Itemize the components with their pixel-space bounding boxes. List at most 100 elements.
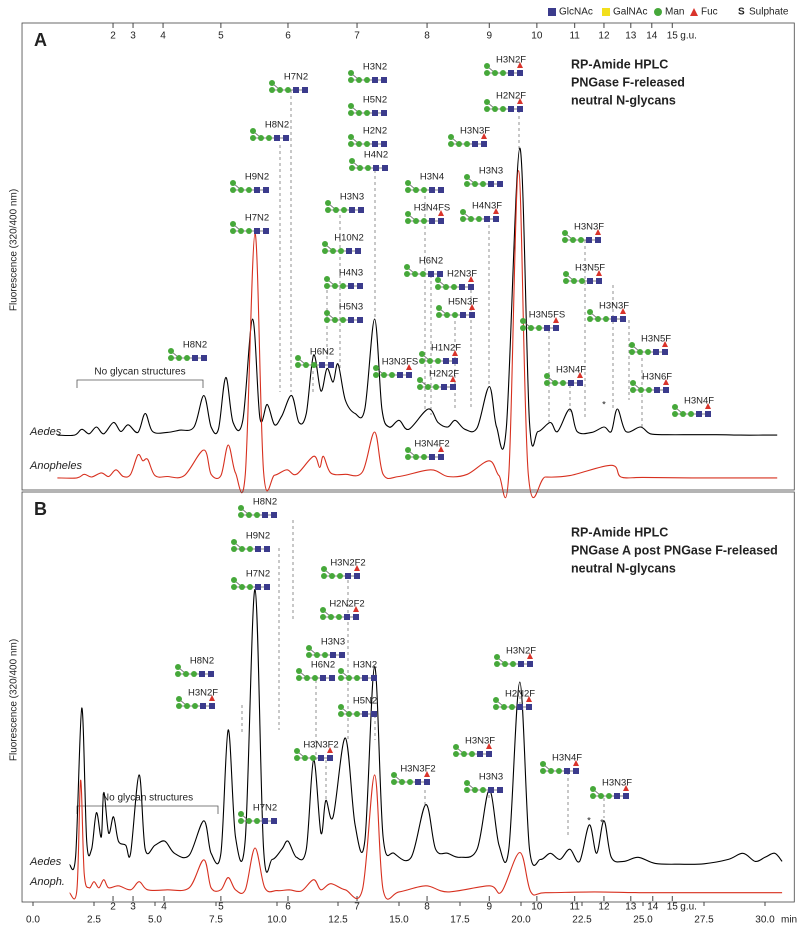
icon-fuc bbox=[623, 785, 629, 791]
icon-glcnac bbox=[595, 237, 601, 243]
icon-glcnac bbox=[429, 218, 435, 224]
legend-label: Fuc bbox=[701, 7, 718, 18]
icon-man bbox=[269, 87, 275, 93]
peak-label: H6N2 bbox=[311, 660, 335, 671]
glycan-icon bbox=[168, 348, 207, 361]
icon-man bbox=[405, 447, 411, 453]
legend-symbol bbox=[602, 8, 610, 16]
icon-man bbox=[637, 349, 643, 355]
icon-glcnac bbox=[406, 372, 412, 378]
icon-man bbox=[191, 671, 197, 677]
glycan-icon bbox=[563, 270, 602, 284]
icon-glcnac bbox=[320, 675, 326, 681]
peak-label: H3N4 bbox=[420, 172, 444, 183]
gu-tick-label: 14 bbox=[647, 902, 659, 913]
glycan-icon bbox=[453, 743, 492, 757]
icon-man bbox=[324, 283, 330, 289]
icon-glcnac bbox=[468, 284, 474, 290]
peak-label: H2N2F bbox=[496, 91, 526, 102]
icon-glcnac bbox=[353, 614, 359, 620]
x-tick-label: 30.0 bbox=[755, 915, 775, 926]
icon-glcnac bbox=[348, 283, 354, 289]
peak-label: H5N2 bbox=[353, 696, 377, 707]
icon-man bbox=[254, 818, 260, 824]
peak-label: * bbox=[602, 400, 606, 411]
peak-label: H3N3 bbox=[321, 637, 345, 648]
icon-man bbox=[590, 786, 596, 792]
icon-man bbox=[254, 512, 260, 518]
icon-fuc bbox=[452, 350, 458, 356]
gu-tick-label: 5 bbox=[218, 902, 224, 913]
icon-man bbox=[356, 77, 362, 83]
peak-label: H3N3 bbox=[479, 772, 503, 783]
icon-man bbox=[464, 787, 470, 793]
icon-glcnac bbox=[696, 411, 702, 417]
glycan-icon bbox=[562, 229, 601, 243]
icon-fuc bbox=[209, 695, 215, 701]
peak-label: H4N3F bbox=[472, 201, 502, 212]
icon-man bbox=[464, 141, 470, 147]
icon-glcnac bbox=[497, 181, 503, 187]
icon-man bbox=[381, 372, 387, 378]
icon-man bbox=[239, 584, 245, 590]
icon-man bbox=[238, 228, 244, 234]
x-tick-label: 27.5 bbox=[694, 915, 714, 926]
icon-man bbox=[578, 237, 584, 243]
icon-glcnac bbox=[654, 387, 660, 393]
icon-man bbox=[364, 141, 370, 147]
glycan-icon bbox=[464, 780, 503, 793]
legend-symbol bbox=[654, 8, 662, 16]
icon-glcnac bbox=[200, 703, 206, 709]
icon-man bbox=[285, 87, 291, 93]
icon-man bbox=[435, 277, 441, 283]
icon-man bbox=[295, 362, 301, 368]
note-bracket bbox=[76, 805, 219, 814]
icon-man bbox=[310, 755, 316, 761]
icon-man bbox=[238, 811, 244, 817]
peak-label: H3N5FS bbox=[529, 310, 565, 321]
icon-glcnac bbox=[544, 325, 550, 331]
icon-fuc bbox=[705, 403, 711, 409]
peak-label: H3N4F bbox=[556, 365, 586, 376]
trace-label: Aedes bbox=[29, 426, 62, 438]
gu-unit: g.u. bbox=[680, 31, 697, 42]
glycan-icon bbox=[238, 505, 277, 518]
icon-glcnac bbox=[362, 675, 368, 681]
icon-man bbox=[571, 278, 577, 284]
icon-glcnac bbox=[438, 218, 444, 224]
icon-man bbox=[419, 358, 425, 364]
icon-man bbox=[230, 180, 236, 186]
icon-man bbox=[421, 218, 427, 224]
icon-man bbox=[492, 70, 498, 76]
glycan-icon bbox=[306, 645, 345, 658]
peak-label: H3N3 bbox=[340, 192, 364, 203]
gu-tick-label: 7 bbox=[354, 31, 360, 42]
legend-symbol: S bbox=[738, 7, 745, 18]
glycan-icon bbox=[320, 606, 359, 620]
icon-glcnac bbox=[486, 751, 492, 757]
icon-man bbox=[306, 652, 312, 658]
icon-glcnac bbox=[497, 787, 503, 793]
glycan-icon bbox=[448, 133, 487, 147]
icon-glcnac bbox=[274, 135, 280, 141]
icon-man bbox=[324, 310, 330, 316]
icon-man bbox=[312, 675, 318, 681]
icon-fuc bbox=[595, 229, 601, 235]
icon-glcnac bbox=[705, 411, 711, 417]
panel-title: RP-Amide HPLC bbox=[571, 57, 668, 71]
glycan-icon bbox=[540, 760, 579, 774]
trace-label: Anoph. bbox=[29, 876, 65, 888]
icon-man bbox=[420, 271, 426, 277]
gu-tick-label: 11 bbox=[569, 902, 580, 913]
gu-unit: g.u. bbox=[680, 902, 697, 913]
chromatogram-trace bbox=[57, 147, 778, 450]
icon-man bbox=[451, 284, 457, 290]
icon-glcnac bbox=[653, 349, 659, 355]
peak-label: H3N6F bbox=[642, 372, 672, 383]
icon-fuc bbox=[493, 208, 499, 214]
icon-man bbox=[321, 566, 327, 572]
glycan-icon bbox=[460, 208, 499, 222]
x-tick-label: 7.5 bbox=[209, 915, 223, 926]
icon-man bbox=[364, 110, 370, 116]
